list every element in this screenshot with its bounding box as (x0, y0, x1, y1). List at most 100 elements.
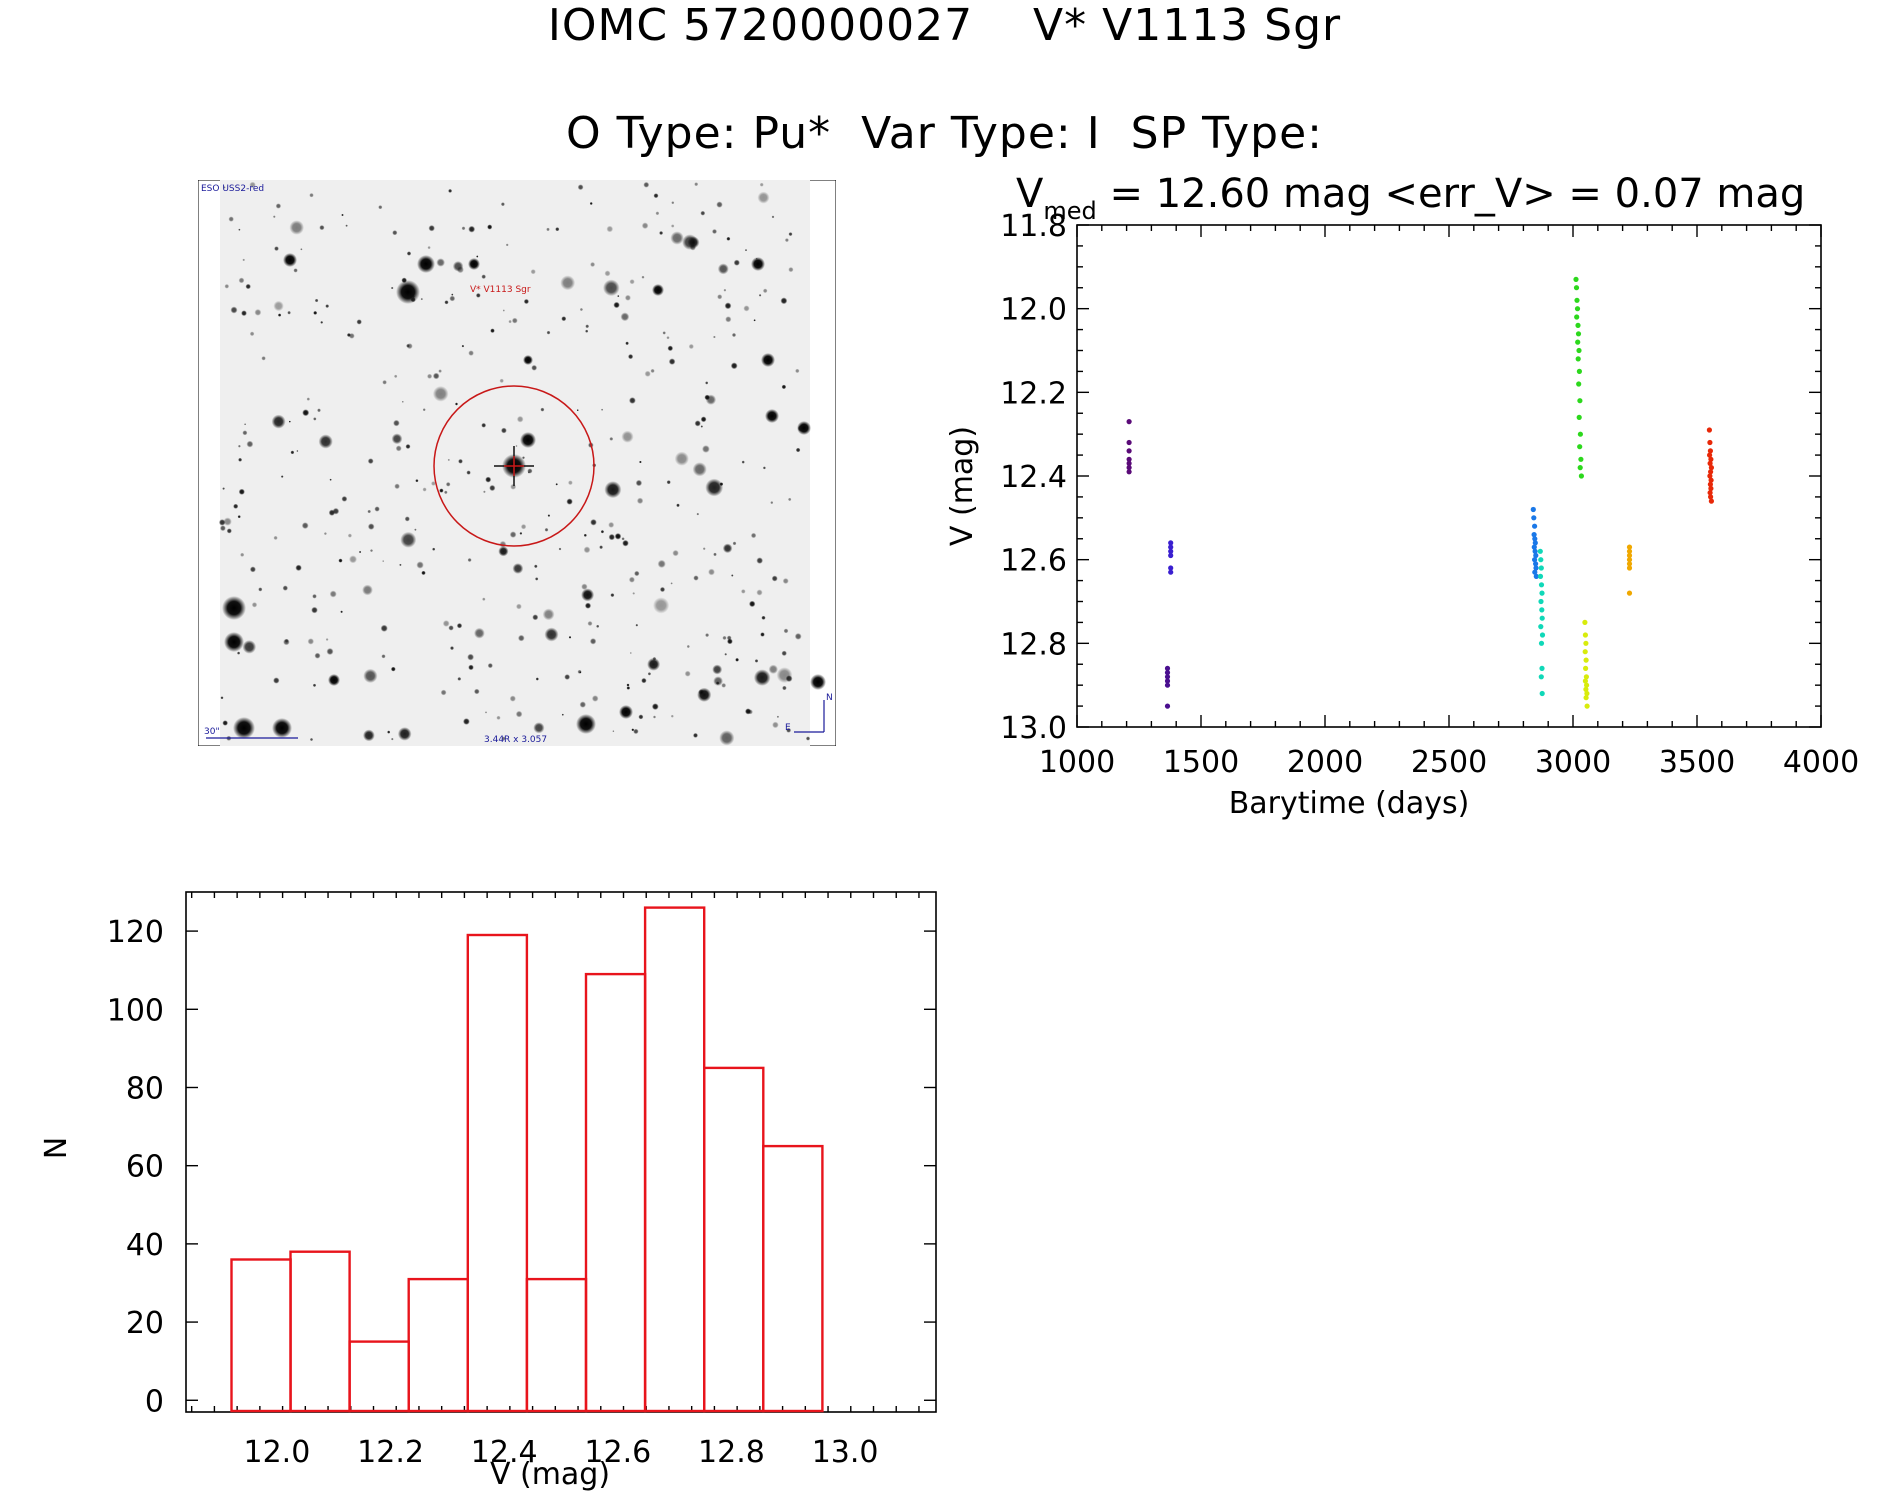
lc-point (1164, 678, 1171, 684)
finder-star (382, 560, 385, 563)
finder-star (730, 362, 738, 370)
finder-star (600, 530, 605, 534)
lc-point (1626, 561, 1633, 567)
finder-star (629, 279, 635, 285)
finder-star (444, 300, 449, 305)
finder-star (390, 666, 396, 672)
finder-star (258, 587, 263, 592)
finder-star (406, 343, 413, 350)
lc-point (1532, 548, 1538, 554)
finder-star (621, 430, 634, 443)
finder-east-label: E (785, 723, 791, 733)
finder-star (754, 659, 759, 663)
finder-bright-star (765, 409, 779, 423)
finder-star (484, 711, 488, 714)
lc-point (1626, 544, 1633, 550)
finder-star (505, 243, 509, 247)
finder-star (568, 480, 573, 486)
hist-ytick-label: 20 (126, 1306, 164, 1341)
finder-star (609, 437, 614, 441)
lc-point (1578, 456, 1584, 462)
lc-point (1539, 615, 1545, 621)
finder-star (242, 640, 257, 654)
finder-bright-star (328, 674, 340, 686)
finder-star (722, 635, 727, 640)
finder-star (249, 566, 256, 573)
finder-star (467, 558, 472, 562)
hist-xtick-label: 12.0 (244, 1435, 311, 1470)
finder-star (561, 316, 567, 322)
lc-point (1168, 565, 1174, 571)
finder-star (314, 652, 321, 659)
finder-star (653, 715, 656, 719)
finder-star (631, 728, 635, 732)
finder-star (687, 236, 700, 249)
lc-point (1582, 632, 1588, 638)
finder-star (289, 220, 304, 235)
finder-star (668, 358, 676, 365)
finder-star (657, 559, 666, 568)
lc-point (1168, 569, 1174, 575)
finder-star (519, 532, 523, 535)
lc-point (1576, 381, 1582, 387)
lc-point (1574, 297, 1580, 303)
finder-star (246, 440, 254, 448)
finder-star (329, 478, 332, 481)
lc-point (1626, 552, 1633, 559)
finder-star (300, 248, 303, 251)
finder-star (442, 620, 450, 627)
lc-point (1574, 306, 1581, 312)
finder-star (240, 552, 245, 557)
lc-point (1531, 515, 1537, 521)
finder-bright-star (272, 718, 292, 738)
vmed-subscript: med (1043, 197, 1096, 225)
lc-point (1707, 448, 1713, 454)
lc-point (1126, 419, 1132, 425)
finder-star (370, 549, 373, 553)
finder-star (468, 350, 474, 356)
finder-star (694, 182, 699, 187)
finder-star (688, 343, 694, 350)
finder-star (345, 224, 348, 227)
finder-star (756, 557, 763, 564)
finder-star (772, 721, 779, 729)
finder-star (535, 677, 539, 681)
finder-star (323, 532, 327, 536)
finder-bright-star (222, 596, 246, 620)
finder-star (749, 600, 756, 608)
lc-point (1164, 670, 1171, 676)
finder-star (312, 594, 317, 599)
finder-star (689, 244, 696, 251)
finder-star (282, 585, 288, 591)
lc-point (1577, 444, 1583, 450)
finder-star (341, 213, 344, 217)
finder-star (717, 294, 723, 300)
finder-star (731, 332, 737, 338)
finder-bright-star (797, 421, 811, 435)
finder-star (501, 736, 506, 741)
finder-star (320, 321, 324, 324)
lc-point (1573, 276, 1579, 282)
finder-star (601, 408, 604, 411)
finder-star (363, 668, 378, 683)
finder-star (608, 521, 615, 528)
finder-star (621, 537, 625, 541)
finder-star (747, 709, 753, 715)
finder-star (273, 677, 280, 684)
finder-star (633, 728, 639, 735)
finder-star (496, 715, 501, 720)
finder-star (416, 561, 424, 569)
lc-point (1126, 456, 1132, 462)
finder-star (726, 236, 731, 241)
finder-star (222, 720, 228, 726)
lc-ylabel: V (mag) (945, 426, 980, 546)
finder-star (249, 181, 256, 189)
finder-star (295, 564, 302, 571)
lc-xtick-label: 4000 (1783, 745, 1859, 780)
finder-star (318, 434, 333, 449)
finder-star (546, 227, 550, 232)
finder-star (533, 722, 545, 734)
lc-point (1126, 460, 1132, 466)
finder-star (261, 356, 266, 361)
finder-bright-star (233, 717, 255, 739)
